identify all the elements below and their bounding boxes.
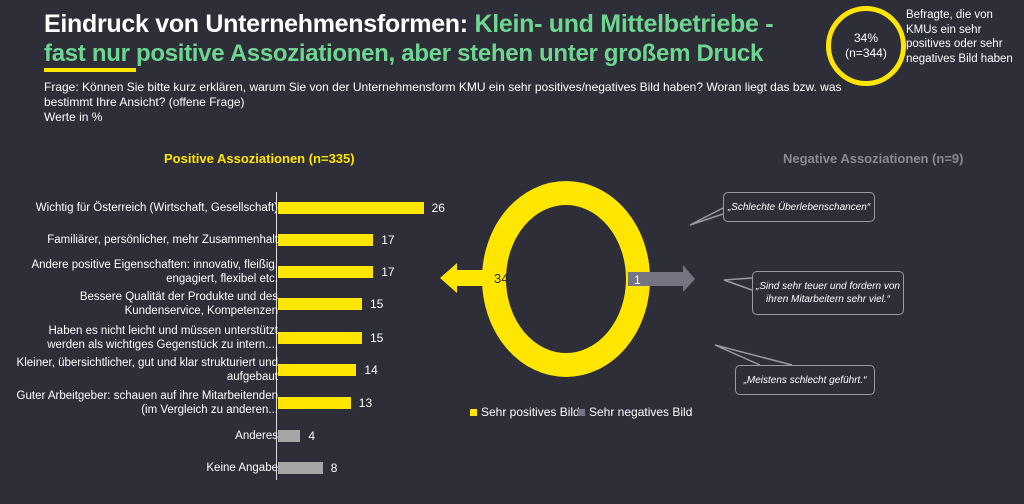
badge-percent: 34% [853,31,879,45]
bubble-tail-1 [689,207,724,226]
title-underline [44,68,136,72]
badge-note: Befragte, die von KMUs ein sehr positive… [906,9,1013,65]
bar [278,234,374,246]
question: Frage: Können Sie bitte kurz erklären, w… [44,80,842,109]
legend-swatch-gray [578,408,585,416]
bar [278,462,323,474]
bubble-tail-3 [714,344,793,366]
bar-axis [276,192,277,480]
bar-label: Familiärer, persönlicher, mehr Zusammenh… [47,234,278,246]
bar [278,266,374,278]
bar-value: 15 [370,331,384,345]
bar-value: 8 [330,461,338,475]
quote-bubble-3: „Meistens schlecht geführt.“ [735,365,875,395]
bar [278,430,301,442]
bar-label: Haben es nicht leicht und müssen unterst… [47,325,278,351]
legend-label: Sehr positives Bild [481,405,580,419]
page-subtitle: fast nur positive Assoziationen, aber st… [44,40,764,67]
bar-value: 17 [381,265,395,279]
bar [278,397,351,409]
unit-note: Werte in % [44,110,103,124]
bar-label: Guter Arbeitgeber: schauen auf ihre Mita… [16,390,278,416]
bar [278,332,362,344]
negative-heading: Negative Assoziationen (n=9) [783,151,964,166]
quote-bubble-2: „Sind sehr teuer und fordern von ihren M… [752,271,904,315]
legend-negative: Sehr negatives Bild [578,405,692,419]
negative-arrow [628,265,695,292]
bar-value: 15 [370,297,384,311]
positive-value: 34 [494,271,508,286]
bar-label: Bessere Qualität der Produkte und des Ku… [79,291,278,317]
legend-label: Sehr negatives Bild [589,405,693,419]
sample-badge: 34% (n=344) [826,6,906,86]
bar-label: Andere positive Eigenschaften: innovativ… [31,259,278,285]
title-white: Eindruck von Unternehmensformen: [44,10,475,38]
bar-label: Wichtig für Österreich (Wirtschaft, Gese… [35,202,278,214]
bar-value: 14 [364,363,378,377]
bar-value: 17 [381,233,395,247]
badge-n: (n=344) [845,46,887,60]
title-green: Klein- und Mittelbetriebe - [474,10,774,38]
negative-value: 1 [634,273,641,287]
bar-label: Keine Angabe [206,462,278,474]
bar-value: 4 [308,429,316,443]
ring-positive [482,181,650,377]
bar-label: Kleiner, übersichtlicher, gut und klar s… [16,357,278,383]
bar [278,298,362,310]
bar-value: 13 [358,396,373,410]
page-title: Eindruck von Unternehmensformen: Klein- … [44,10,774,39]
quote-bubble-1: „Schlechte Überlebenschancen“ [723,192,875,222]
bar-label: Anderes [235,430,278,442]
positive-heading: Positive Assoziationen (n=335) [164,151,355,166]
question-text: Frage: Können Sie bitte kurz erklären, w… [44,80,844,125]
bar-value: 26 [431,201,445,215]
bubble-tail-2 [723,277,753,291]
legend-positive: Sehr positives Bild [470,405,580,419]
bar [278,202,424,214]
legend-swatch-yellow [470,408,477,416]
bar [278,364,357,376]
